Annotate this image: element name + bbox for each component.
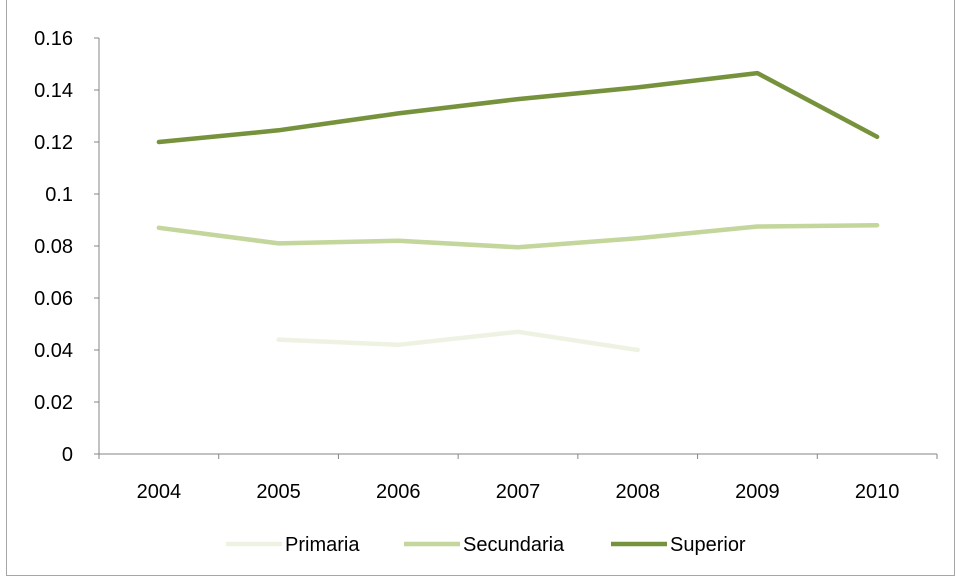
x-tick-label: 2004 bbox=[137, 481, 182, 503]
legend: Primaria Secundaria Superior bbox=[226, 534, 746, 556]
y-tick-label: 0.1 bbox=[45, 184, 73, 206]
x-tick-label: 2008 bbox=[615, 481, 660, 503]
y-tick-label: 0.06 bbox=[34, 288, 73, 310]
y-tick-label: 0.08 bbox=[34, 236, 73, 258]
series-line-secundaria bbox=[156, 222, 880, 250]
y-tick-label: 0.16 bbox=[34, 28, 73, 50]
axes: 0 0.02 0.04 0.06 0.08 0.1 0.12 0.14 0.16 2004 2005… bbox=[34, 28, 938, 503]
legend-label-primaria: Primaria bbox=[285, 534, 360, 556]
x-tick-label: 2005 bbox=[256, 481, 301, 503]
x-tick-label: 2009 bbox=[735, 481, 780, 503]
legend-label-secundaria: Secundaria bbox=[463, 534, 565, 556]
series-line-superior bbox=[156, 70, 880, 145]
y-tick-label: 0.12 bbox=[34, 132, 73, 154]
x-tick-label: 2006 bbox=[376, 481, 421, 503]
series-line-primaria bbox=[276, 329, 640, 353]
y-tick-label: 0.14 bbox=[34, 80, 73, 102]
legend-label-superior: Superior bbox=[670, 534, 746, 556]
y-tick-label: 0.04 bbox=[34, 340, 73, 362]
x-tick-label: 2010 bbox=[855, 481, 900, 503]
series-layer bbox=[156, 70, 880, 353]
y-tick-label: 0.02 bbox=[34, 392, 73, 414]
y-tick-label: 0 bbox=[62, 444, 73, 466]
x-tick-label: 2007 bbox=[496, 481, 541, 503]
